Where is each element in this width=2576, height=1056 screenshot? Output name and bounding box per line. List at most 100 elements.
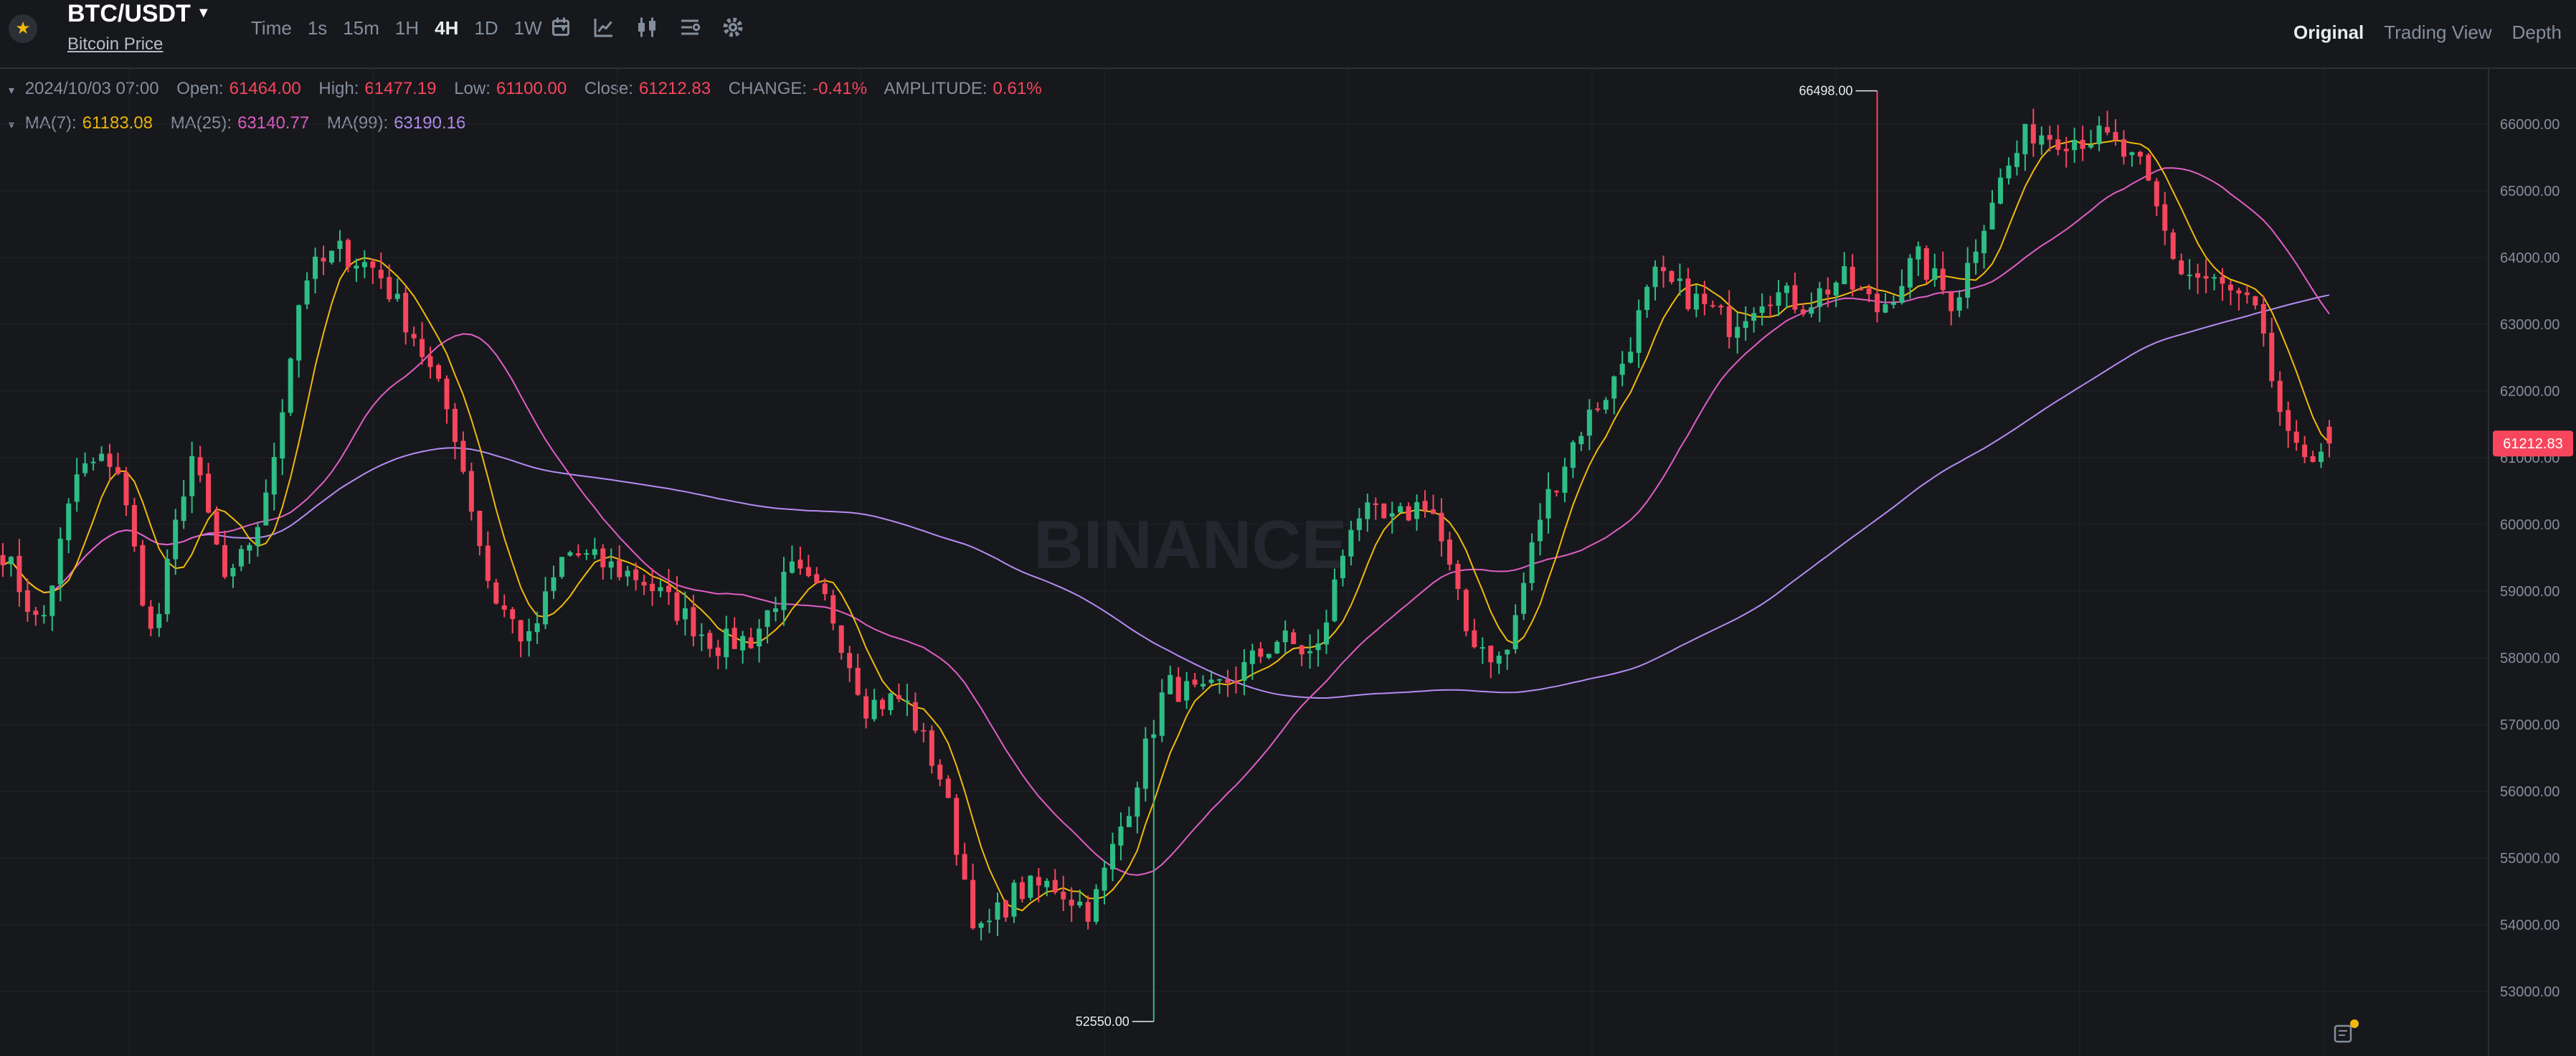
candle-up [543, 577, 549, 629]
interval-1h[interactable]: 1H [394, 17, 420, 39]
candle-body [33, 610, 39, 616]
candle-up [2072, 127, 2078, 164]
collapse-caret-icon[interactable]: ▾ [9, 85, 15, 97]
view-original[interactable]: Original [2293, 22, 2364, 43]
candle-body [1011, 882, 1017, 917]
ohlc-info-row: ▾ 2024/10/03 07:00 Open: 61464.00 High: 61… [9, 79, 1055, 99]
candle-body [2096, 126, 2102, 144]
settings-icon[interactable] [720, 14, 746, 40]
interval-1d[interactable]: 1D [474, 17, 498, 39]
candle-down [2302, 435, 2308, 463]
candle-body [880, 699, 886, 710]
candle-up [699, 623, 704, 651]
candle-body [2030, 124, 2036, 143]
candle-down [2063, 136, 2069, 168]
candle-up [1266, 653, 1272, 660]
candle-type-icon[interactable] [548, 14, 574, 40]
candle-body [1825, 289, 1831, 295]
candle-down [1792, 272, 1798, 314]
candle-up [1751, 307, 1757, 333]
interval-1s[interactable]: 1s [307, 17, 328, 39]
interval-15m[interactable]: 15m [343, 17, 379, 39]
candle-body [173, 519, 179, 560]
price-tick-label: 65000.00 [2500, 184, 2560, 199]
candle-down [2030, 108, 2036, 157]
candle-down [2203, 259, 2209, 293]
candle-down [1710, 300, 1715, 308]
candle-body [2269, 332, 2275, 382]
view-depth[interactable]: Depth [2511, 22, 2562, 43]
price-tick-label: 54000.00 [2500, 918, 2560, 933]
candle-down [148, 600, 153, 636]
price-axis[interactable]: 53000.00 54000.00 55000.00 56000.00 57000.00… [2500, 117, 2560, 1000]
interval-time[interactable]: Time [251, 17, 292, 39]
favorite-star-icon[interactable]: ★ [9, 14, 37, 43]
candle-body [1661, 267, 1667, 271]
candle-up [2096, 116, 2102, 151]
candle-body [1899, 286, 1905, 303]
candle-down [2326, 420, 2332, 458]
candle-down [847, 646, 853, 682]
candle-body [238, 549, 244, 567]
candle-body [1282, 630, 1288, 643]
price-chart[interactable]: BINANCE 66498.00 52550.00 53000.00 54000.0… [0, 69, 2576, 1056]
candle-down [1069, 887, 1074, 923]
candle-up [567, 550, 573, 557]
candle-up [1899, 269, 1905, 305]
view-trading-view[interactable]: Trading View [2384, 22, 2492, 43]
pair-selector[interactable]: BTC/USDT ▼ [67, 0, 211, 28]
price-tick-label: 57000.00 [2500, 717, 2560, 733]
candle-down [444, 375, 450, 424]
candle-up [1496, 651, 1502, 674]
candle-down [1948, 291, 1954, 326]
annotation-tool-icon[interactable] [2334, 1019, 2359, 1043]
change-label: CHANGE: [728, 79, 808, 98]
candle-body [1192, 679, 1198, 685]
candle-body [2146, 154, 2151, 181]
candle-down [2220, 268, 2225, 301]
candle-down [617, 545, 622, 580]
candle-body [222, 544, 227, 578]
candle-down [1875, 90, 1880, 323]
candle-body [1175, 676, 1181, 702]
candle-body [1455, 563, 1461, 589]
low-value: 61100.00 [496, 79, 567, 98]
candle-body [57, 538, 63, 585]
candle-body [1669, 270, 1675, 283]
candle-up [1989, 189, 1995, 230]
candle-up [904, 684, 910, 717]
candle-down [814, 567, 820, 585]
collapse-caret-icon[interactable]: ▾ [9, 119, 15, 131]
candle-up [764, 610, 770, 644]
candle-up [1348, 520, 1354, 566]
high-value: 61477.19 [364, 79, 437, 98]
candle-body [1151, 734, 1157, 738]
interval-4h[interactable]: 4H [435, 17, 459, 39]
candle-body [731, 628, 737, 649]
layout-icon[interactable] [677, 14, 703, 40]
candle-down [131, 497, 137, 552]
candle-body [288, 358, 293, 413]
candle-body [49, 585, 55, 616]
candle-down [805, 555, 811, 578]
candle-down [838, 625, 844, 660]
candle-body [724, 628, 729, 658]
candle-body [2187, 274, 2192, 276]
candle-down [1923, 245, 1929, 284]
candle-down [321, 245, 326, 275]
candle-body [1619, 363, 1625, 375]
candle-down [2236, 287, 2242, 311]
top-bar: ★ BTC/USDT ▼ Bitcoin Price Time 1s 15m 1H… [0, 0, 2576, 69]
chart-toolbar [548, 14, 763, 40]
bitcoin-price-link[interactable]: Bitcoin Price [67, 34, 164, 54]
candle-up [2088, 130, 2094, 149]
chart-style-icon[interactable] [634, 14, 660, 40]
candle-body [1883, 304, 1888, 313]
open-label: Open: [176, 79, 224, 98]
interval-more-caret-icon[interactable]: ▼ [557, 22, 569, 34]
candle-body [1479, 647, 1485, 649]
interval-1w[interactable]: 1W [513, 17, 542, 39]
indicator-icon[interactable] [591, 14, 617, 40]
candle-body [1570, 442, 1576, 468]
candle-body [2154, 181, 2159, 207]
